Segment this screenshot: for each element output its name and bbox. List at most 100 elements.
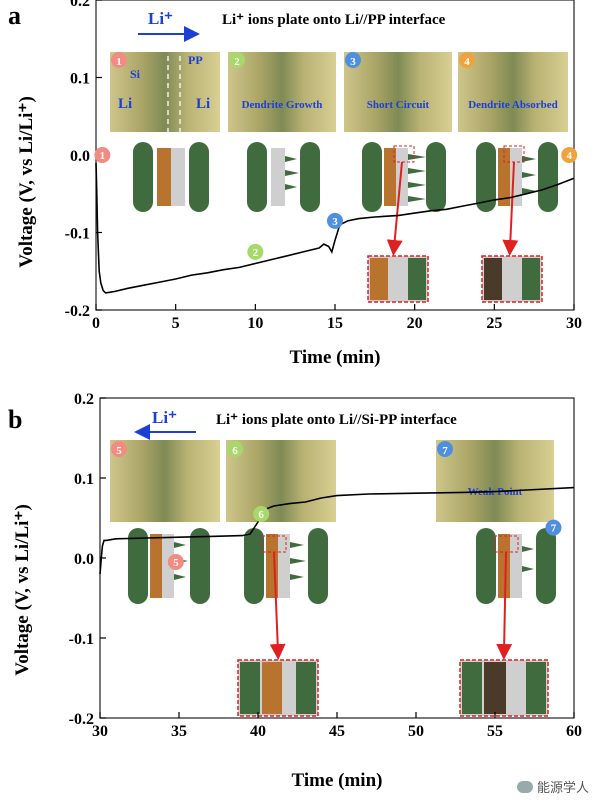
photo-text-si: Si	[130, 67, 141, 81]
lithium-electrode-icon	[296, 662, 316, 714]
y-tick-label: 0.2	[70, 0, 90, 10]
separator-icon	[278, 534, 290, 598]
panel-a-schematic-3	[362, 142, 446, 212]
x-tick-label: 40	[250, 723, 266, 740]
panel-a-photo-4: 4 Dendrite Absorbed	[458, 52, 568, 132]
panel-b-arrow-label: Li⁺	[152, 408, 177, 427]
panel-b-xlabel: Time (min)	[292, 770, 383, 791]
lithium-electrode-icon	[538, 142, 558, 212]
step-marker	[253, 506, 270, 522]
panel-b-title: Li⁺ ions plate onto Li//Si-PP interface	[216, 412, 457, 428]
panel-b-label: b	[8, 405, 22, 434]
step-badge-number: 3	[350, 56, 356, 68]
si-layer-icon	[262, 662, 282, 714]
x-tick-label: 60	[566, 723, 582, 740]
step-badge	[111, 441, 127, 457]
micrograph-image	[228, 52, 336, 132]
y-tick-label: 0.0	[74, 551, 94, 568]
step-marker	[561, 147, 578, 163]
dendrite-icon	[285, 156, 299, 190]
panel-b-ylabel: Voltage (V, vs Li/Li⁺)	[12, 504, 33, 676]
y-tick-label: -0.2	[69, 711, 94, 728]
panel-a-photo-3: 3 Short Circuit	[344, 52, 452, 132]
x-tick-label: 45	[329, 723, 345, 740]
x-tick-label: 25	[486, 315, 502, 332]
micrograph-image	[436, 440, 554, 522]
photo-text-pp: PP	[188, 53, 203, 67]
separator-icon	[162, 534, 174, 598]
si-layer-icon	[384, 148, 396, 206]
step-badge-number: 7	[442, 445, 448, 457]
panel-a-ylabel: Voltage (V, vs Li/Li⁺)	[16, 96, 37, 268]
panel-b-photo-6: 6	[226, 440, 336, 522]
micrograph-image	[458, 52, 568, 132]
watermark: 能源学人	[516, 777, 589, 796]
x-tick-label: 15	[327, 315, 343, 332]
step-badge	[111, 52, 127, 68]
si-layer-icon	[484, 258, 502, 300]
lithium-electrode-icon	[362, 142, 382, 212]
step-badge	[459, 52, 475, 68]
photo-caption: Dendrite Absorbed	[468, 99, 558, 111]
step-badge-number: 6	[232, 445, 238, 457]
lithium-electrode-icon	[300, 142, 320, 212]
y-tick-label: 0.2	[74, 391, 94, 408]
panel-a: a Li⁺ Li⁺ ions plate onto Li//PP interfa…	[8, 0, 582, 368]
panel-a-markers: 1 2 3 4	[94, 147, 578, 260]
dendrite-icon	[290, 542, 306, 580]
lithium-electrode-icon	[247, 142, 267, 212]
lithium-electrode-icon	[526, 662, 546, 714]
y-tick-label: -0.1	[69, 631, 94, 648]
si-layer-icon	[150, 534, 162, 598]
panel-b-schematic-7	[476, 528, 556, 604]
step-marker-number: 7	[551, 523, 557, 535]
voltage-curve-a	[95, 162, 575, 294]
step-marker	[247, 243, 264, 260]
separator-icon	[171, 148, 185, 206]
y-tick-label: -0.1	[65, 226, 90, 243]
panel-a-inset-4	[481, 255, 543, 303]
step-marker	[327, 212, 343, 229]
lithium-electrode-icon	[522, 258, 540, 300]
step-badge	[345, 52, 361, 68]
si-layer-icon	[370, 258, 388, 300]
panel-b-schematic-6	[244, 528, 328, 604]
x-tick-label: 30	[566, 315, 582, 332]
zoom-arrow-icon	[502, 161, 519, 256]
lithium-electrode-icon	[308, 528, 328, 604]
panel-a-photo-2: 2 Dendrite Growth	[228, 52, 336, 132]
photo-text-li-right: Li	[196, 96, 210, 112]
y-tick-label: 0.1	[74, 471, 94, 488]
step-badge	[229, 52, 245, 68]
step-marker	[167, 554, 184, 570]
step-marker-number: 2	[253, 247, 259, 259]
step-marker	[545, 519, 562, 536]
panel-a-liion-arrow: Li⁺	[138, 9, 200, 42]
watermark-text: 能源学人	[536, 781, 589, 796]
panel-b-inset-7	[459, 659, 549, 717]
y-tick-label: -0.2	[65, 303, 90, 320]
lithium-electrode-icon	[128, 528, 148, 604]
panel-b: b Li⁺ Li⁺ ions plate onto Li//Si-PP inte…	[8, 391, 582, 791]
panel-b-liion-arrow: Li⁺	[134, 408, 196, 440]
micrograph-image	[226, 440, 336, 522]
lithium-electrode-icon	[476, 142, 496, 212]
panel-a-title: Li⁺ ions plate onto Li//PP interface	[222, 12, 446, 28]
panel-a-arrow-label: Li⁺	[148, 9, 173, 28]
photo-caption: Short Circuit	[367, 99, 430, 111]
zoom-arrow-icon	[269, 551, 286, 660]
panel-a-inset-3	[367, 255, 429, 303]
lithium-electrode-icon	[244, 528, 264, 604]
step-marker-number: 1	[100, 150, 106, 162]
si-layer-icon	[498, 534, 510, 598]
step-marker-number: 6	[258, 509, 264, 521]
step-badge	[227, 441, 243, 457]
dendrite-icon	[408, 154, 426, 202]
step-badge-number: 4	[464, 56, 470, 68]
micrograph-image	[344, 52, 452, 132]
step-marker	[94, 147, 111, 163]
y-tick-label: 0.0	[70, 148, 90, 165]
step-marker-number: 4	[566, 150, 572, 162]
photo-caption: Dendrite Growth	[242, 99, 323, 111]
step-marker-number: 3	[332, 216, 338, 228]
